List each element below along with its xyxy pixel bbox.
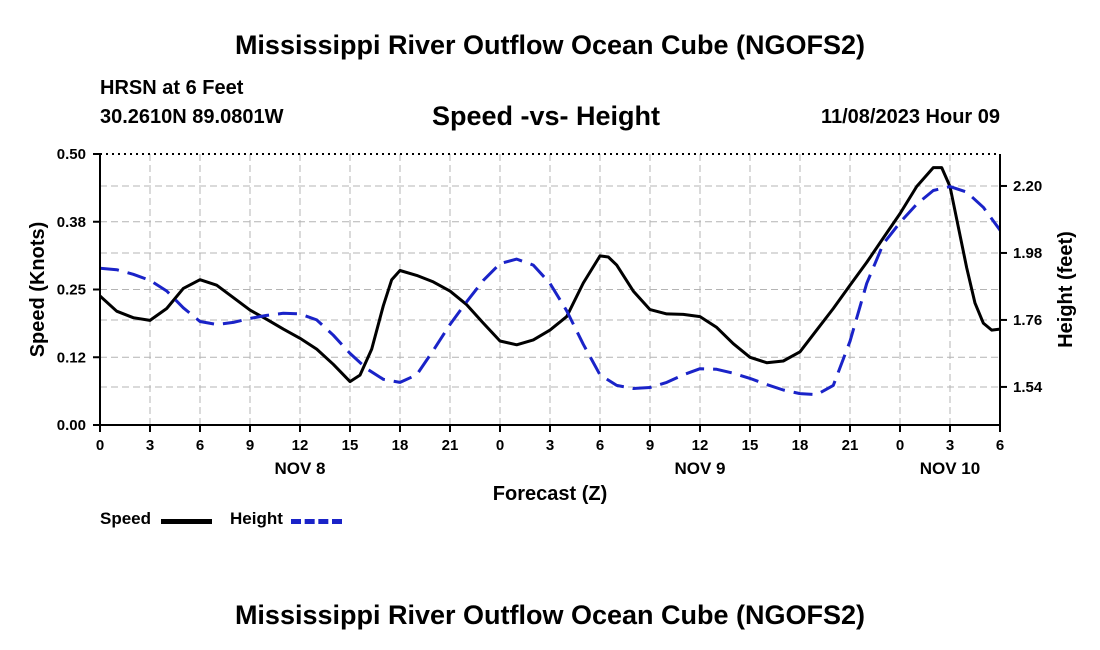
chart-datetime: 11/08/2023 Hour 09 [820, 106, 1000, 128]
y-tick-label: 0.25 [57, 282, 86, 299]
station-name: HRSN at 6 Feet [100, 77, 244, 99]
x-tick-label: 0 [96, 437, 104, 454]
legend-height-label: Height [230, 509, 283, 528]
x-tick-label: 0 [896, 437, 904, 454]
x-tick-label: 21 [442, 437, 459, 454]
x-tick-label: 9 [246, 437, 254, 454]
day-label: NOV 10 [920, 459, 980, 478]
x-tick-label: 3 [946, 437, 954, 454]
x-axis-title: Forecast (Z) [493, 483, 607, 505]
day-label: NOV 9 [674, 459, 725, 478]
y-tick-label: 0.38 [57, 214, 86, 231]
legend-speed-label: Speed [100, 509, 152, 528]
series-height-line [100, 185, 1000, 397]
x-tick-label: 3 [546, 437, 554, 454]
footer-title: Mississippi River Outflow Ocean Cube (NG… [234, 600, 866, 630]
x-tick-label: 12 [692, 437, 709, 454]
axes-layer [93, 153, 1007, 432]
legend-speed-swatch [161, 519, 212, 524]
labels-layer: 0 3 6 9 12 15 18 21 0 3 6 9 12 15 18 21 0 3 6 NOV 8 NOV 9 NOV… [27, 146, 1077, 505]
y2-axis-title: Height (feet) [1055, 231, 1077, 348]
series-layer [100, 166, 1000, 397]
x-tick-label: 9 [646, 437, 654, 454]
legend-height-swatch [291, 519, 342, 524]
y2-tick-label: 1.76 [1013, 312, 1042, 329]
main-title: Mississippi River Outflow Ocean Cube (NG… [234, 30, 866, 60]
x-tick-label: 12 [292, 437, 309, 454]
x-tick-label: 6 [596, 437, 604, 454]
x-tick-label: 3 [146, 437, 154, 454]
grid-layer [100, 154, 1000, 425]
x-tick-label: 6 [996, 437, 1004, 454]
station-coordinates: 30.2610N 89.0801W [100, 106, 284, 128]
x-tick-label: 21 [842, 437, 859, 454]
series-speed-line [100, 166, 1000, 384]
chart-title: Speed -vs- Height [432, 101, 661, 131]
x-tick-label: 15 [742, 437, 759, 454]
day-label: NOV 8 [274, 459, 325, 478]
x-tick-label: 6 [196, 437, 204, 454]
y2-tick-label: 1.98 [1013, 245, 1042, 262]
x-tick-label: 0 [496, 437, 504, 454]
x-tick-label: 18 [392, 437, 409, 454]
x-tick-label: 15 [342, 437, 359, 454]
y2-tick-label: 2.20 [1013, 178, 1042, 195]
y-tick-label: 0.00 [57, 417, 86, 434]
x-tick-label: 18 [792, 437, 809, 454]
y-axis-title: Speed (Knots) [27, 222, 49, 358]
y-tick-label: 0.50 [57, 146, 86, 163]
y-tick-label: 0.12 [57, 349, 86, 366]
y2-tick-label: 1.54 [1013, 379, 1043, 396]
